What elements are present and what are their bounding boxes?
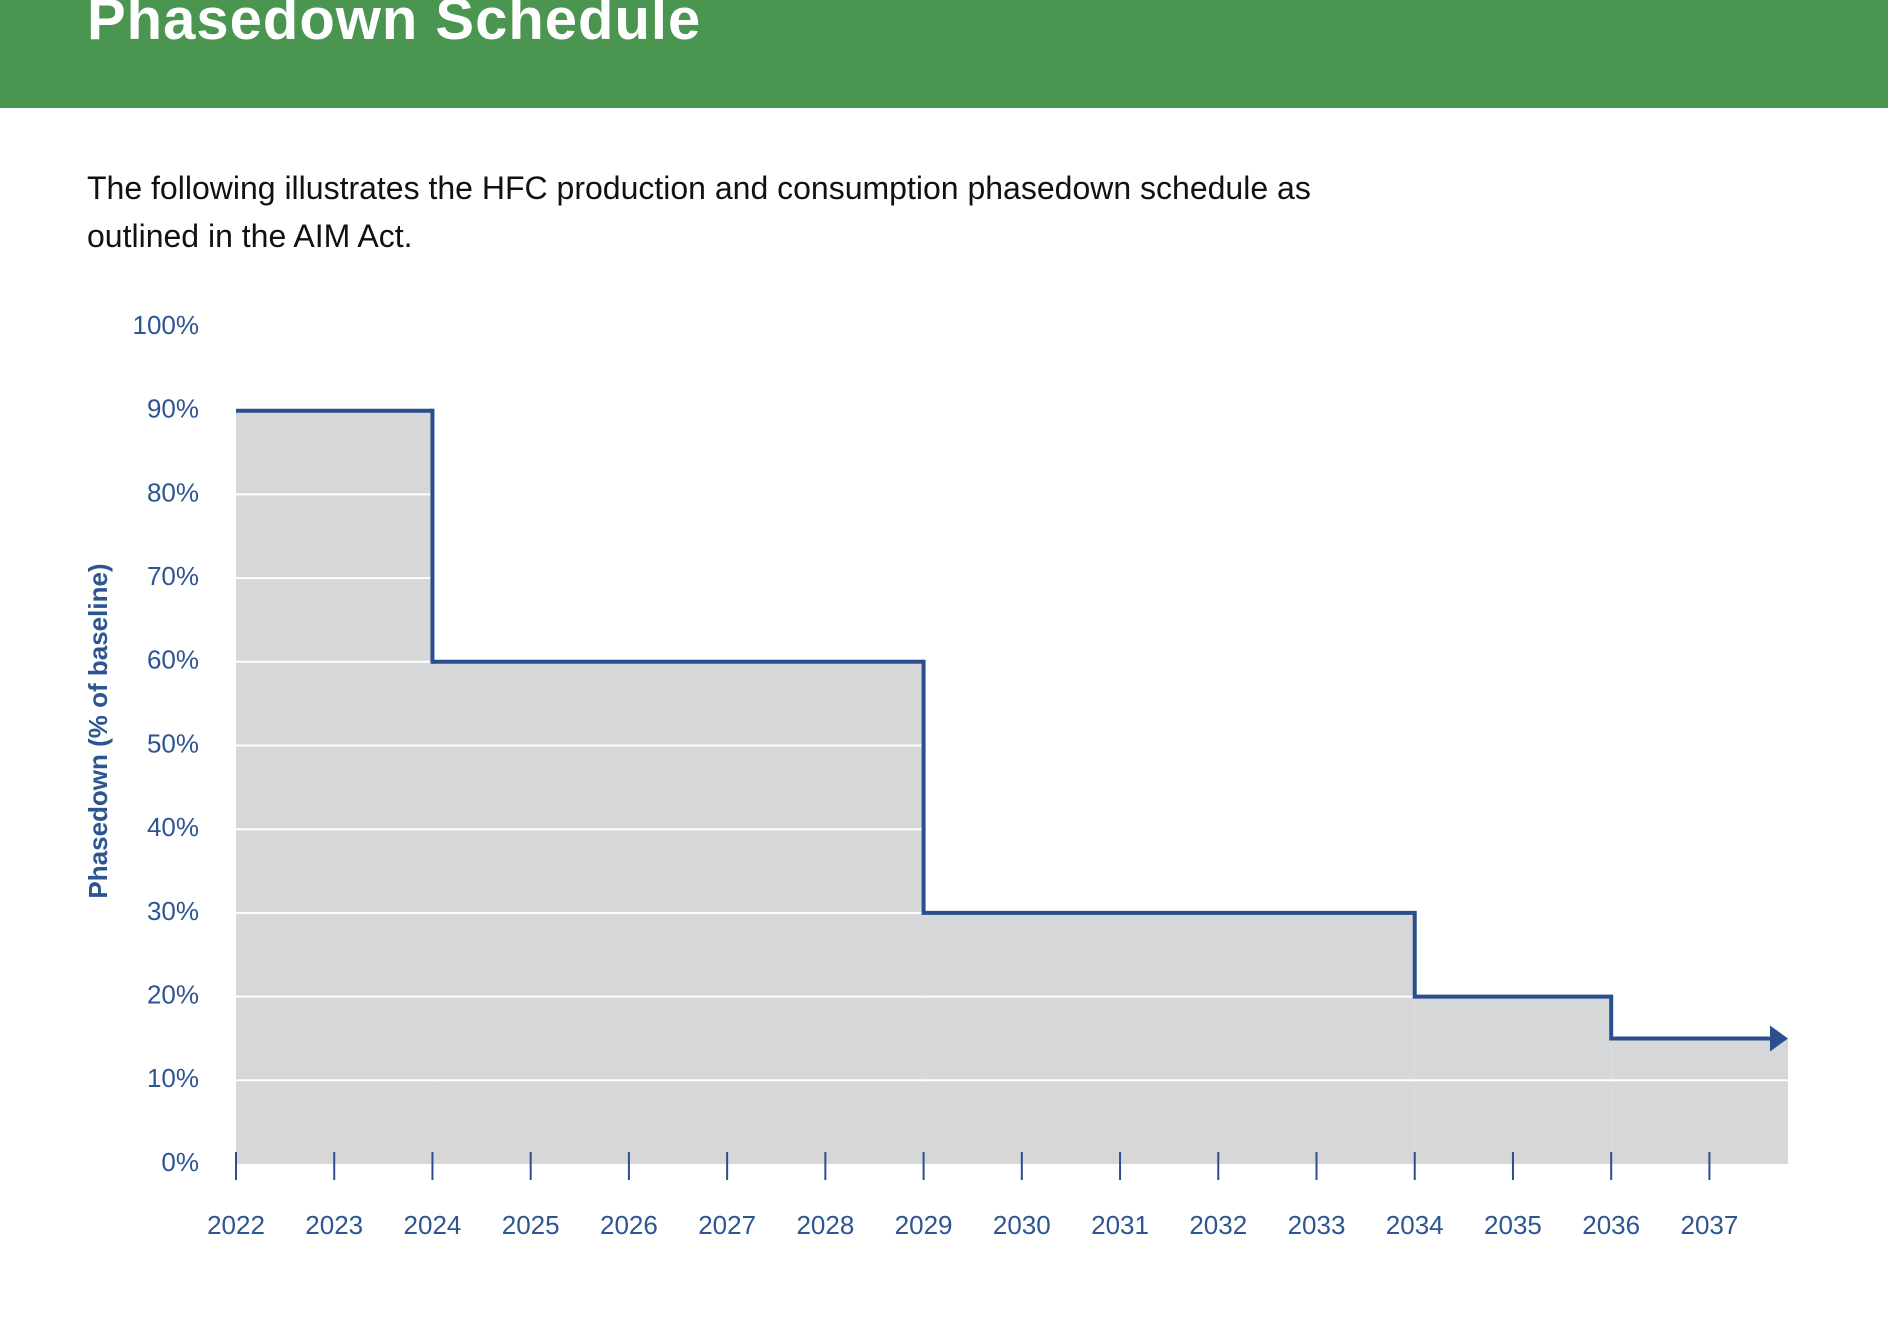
x-tick-label: 2036	[1582, 1210, 1640, 1240]
y-tick-label: 90%	[147, 394, 199, 424]
arrow-head	[1770, 1025, 1788, 1052]
x-tick-label: 2035	[1484, 1210, 1542, 1240]
y-tick-label: 0%	[161, 1147, 199, 1177]
x-tick-label: 2033	[1288, 1210, 1346, 1240]
y-tick-label: 40%	[147, 812, 199, 842]
x-tick-label: 2027	[698, 1210, 756, 1240]
area	[236, 410, 433, 1164]
y-tick-label: 60%	[147, 645, 199, 675]
y-tick-label: 100%	[133, 310, 200, 340]
x-tick-label: 2029	[895, 1210, 953, 1240]
y-tick-label: 50%	[147, 728, 199, 758]
y-tick-label: 70%	[147, 561, 199, 591]
x-tick-label: 2031	[1091, 1210, 1149, 1240]
x-tick-label: 2026	[600, 1210, 658, 1240]
y-tick-label: 10%	[147, 1063, 199, 1093]
x-tick-label: 2023	[305, 1210, 363, 1240]
area	[1611, 1038, 1788, 1164]
y-tick-label: 30%	[147, 896, 199, 926]
x-tick-label: 2032	[1189, 1210, 1247, 1240]
y-tick-label: 80%	[147, 477, 199, 507]
x-tick-label: 2025	[502, 1210, 560, 1240]
x-tick-label: 2030	[993, 1210, 1051, 1240]
x-tick-label: 2028	[796, 1210, 854, 1240]
x-tick-label: 2022	[207, 1210, 265, 1240]
x-tick-label: 2024	[404, 1210, 462, 1240]
y-axis-title: Phasedown (% of baseline)	[83, 563, 113, 898]
y-tick-label: 20%	[147, 979, 199, 1009]
area	[923, 912, 1415, 1164]
page-title: Phasedown Schedule	[87, 0, 702, 52]
x-tick-label: 2034	[1386, 1210, 1444, 1240]
intro-text: The following illustrates the HFC produc…	[87, 170, 1311, 254]
x-tick-label: 2037	[1680, 1210, 1738, 1240]
header-bar: Phasedown Schedule	[0, 0, 1888, 108]
